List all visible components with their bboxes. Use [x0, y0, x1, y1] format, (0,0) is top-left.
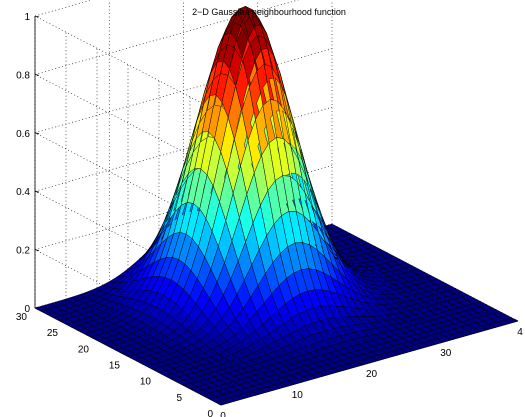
x-tick-label: 4 — [517, 327, 523, 338]
y-tick-label: 20 — [78, 344, 90, 355]
x-tick-label: 30 — [440, 348, 452, 359]
z-tick-mark — [34, 15, 40, 18]
z-tick-label: 0 — [24, 304, 30, 315]
y-tick-label: 5 — [176, 393, 182, 404]
z-tick-mark — [34, 190, 40, 193]
wall-grid-line — [34, 15, 222, 114]
x-tick-label: 0 — [220, 411, 226, 417]
z-tick-mark — [34, 249, 40, 251]
wall-grid-line — [34, 48, 333, 134]
surface-layer — [34, 6, 519, 406]
z-tick-label: 0.6 — [16, 129, 30, 140]
wall-grid-line — [34, 106, 333, 192]
x-tick-label: 10 — [292, 390, 304, 401]
y-tick-label: 30 — [16, 312, 28, 323]
y-tick-label: 25 — [47, 328, 59, 339]
z-tick-label: 1 — [24, 12, 30, 23]
z-tick-label: 0.2 — [16, 246, 30, 257]
wall-grid-line — [34, 0, 300, 75]
z-tick-label: 0.8 — [16, 70, 30, 81]
y-tick-label: 10 — [140, 377, 152, 388]
x-tick-label: 20 — [366, 369, 378, 380]
y-tick-label: 0 — [207, 409, 213, 417]
surface-patch — [504, 317, 519, 324]
chart-title: 2−D Gaussian neighbourhood function — [192, 7, 346, 17]
z-tick-mark — [34, 74, 40, 76]
z-tick-mark — [34, 132, 40, 135]
y-tick-label: 15 — [109, 361, 121, 372]
z-tick-label: 0.4 — [16, 187, 30, 198]
